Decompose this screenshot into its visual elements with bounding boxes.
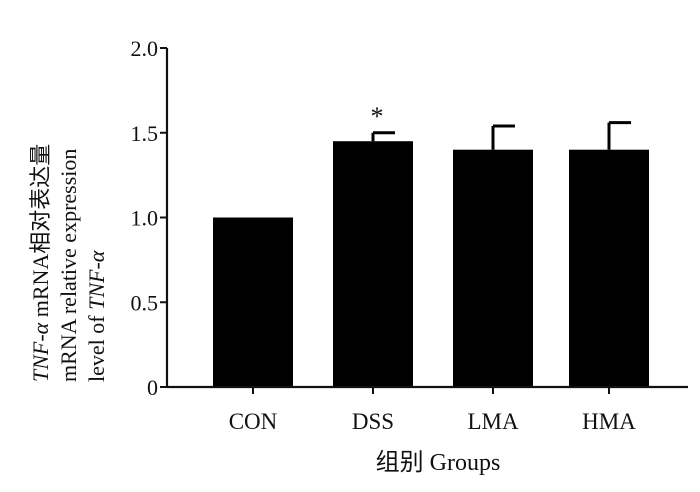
axes [160,47,688,394]
significance-marker-dss: * [371,102,384,131]
x-axis-label: 组别 Groups [376,449,501,476]
y-axis-label-line-3-italic: TNF-α [84,250,109,310]
y-tick-label-1: 0.5 [131,290,159,315]
annotations: * [371,102,384,131]
x-tick-label-con: CON [229,409,278,434]
y-tick-label-0: 0 [147,375,158,400]
x-tick-label-dss: DSS [352,409,394,434]
y-axis-label-line-1: TNF-α mRNA相对表达量 [28,144,53,382]
y-axis-label-line-2: mRNA relative expression [56,149,81,382]
bar-con [213,217,293,387]
y-axis-label-line-1-italic: TNF-α [28,322,53,382]
x-tick-label-lma: LMA [467,409,519,434]
y-axis-label-line-1-rest: mRNA相对表达量 [28,144,53,323]
x-tick-label-hma: HMA [582,409,636,434]
plot-area [213,121,649,387]
bar-lma [453,149,533,387]
bar-dss [333,141,413,387]
y-axis-label-line-3-prefix: level of [84,310,109,382]
y-tick-label-3: 1.5 [131,121,159,146]
y-tick-label-4: 2.0 [131,36,159,61]
tick-labels: 0 0.5 1.0 1.5 2.0 CON DSS LMA HMA [131,36,637,434]
bar-hma [569,149,649,387]
y-tick-label-2: 1.0 [131,206,159,231]
y-axis-label: TNF-α mRNA相对表达量 mRNA relative expression… [28,144,109,382]
y-axis-label-line-3: level of TNF-α [84,250,109,382]
